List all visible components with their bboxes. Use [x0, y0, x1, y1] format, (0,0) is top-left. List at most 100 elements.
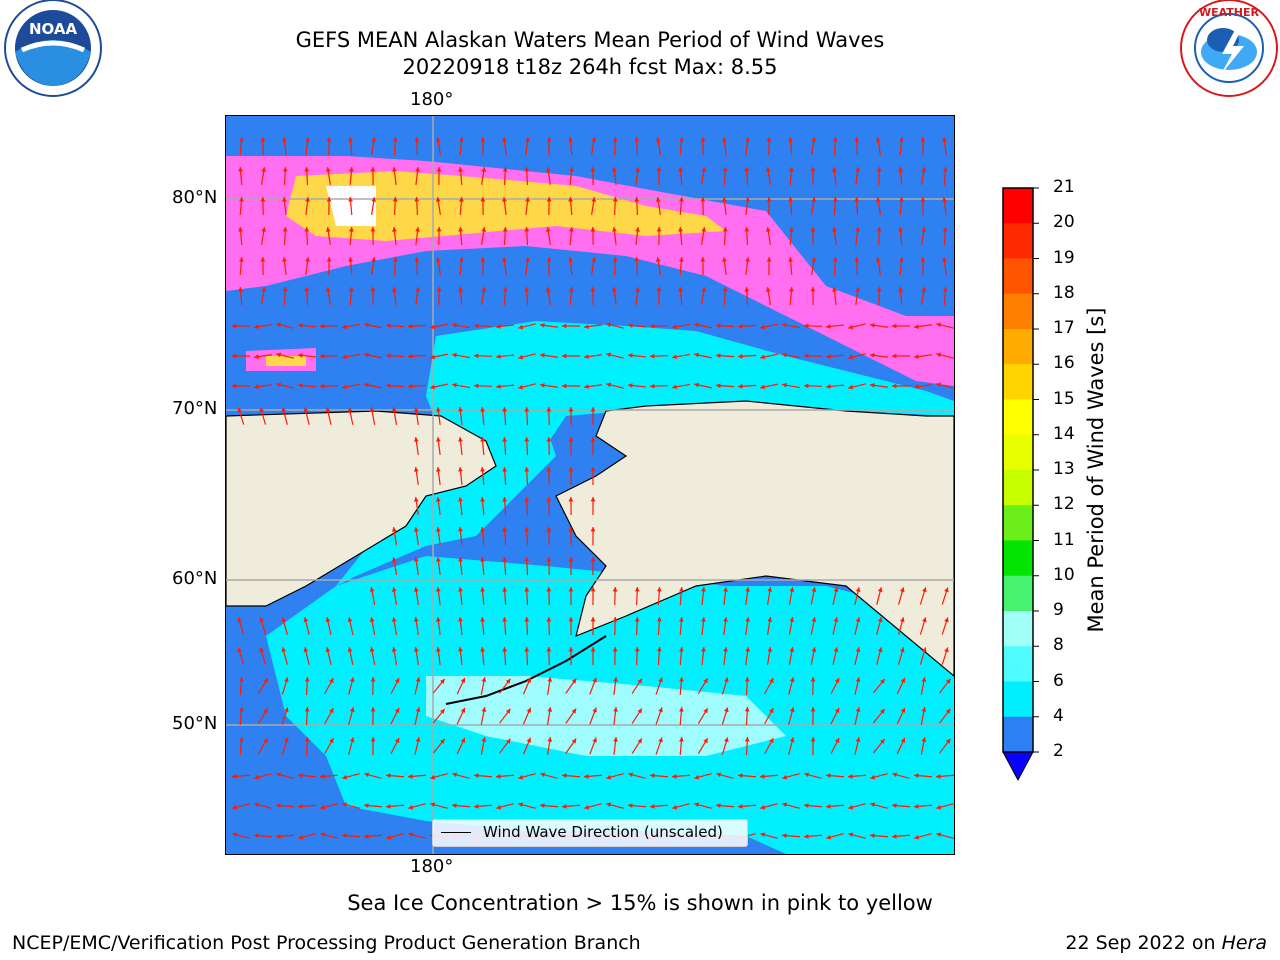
wind-arrow-head [502, 227, 508, 232]
wind-arrow-head [899, 137, 904, 142]
bottom-longitude-label: 180° [410, 856, 454, 877]
wind-arrow-head [584, 804, 590, 810]
wind-arrow-head [415, 287, 420, 292]
wind-arrow-head [524, 467, 530, 472]
wind-arrow-head [545, 287, 551, 292]
wind-arrow-head [612, 257, 618, 262]
wind-arrow-head [480, 497, 485, 502]
wind-arrow-head [392, 287, 397, 292]
wind-arrow-head [303, 407, 309, 413]
wind-arrow-head [628, 353, 633, 358]
wind-arrow-head [833, 647, 839, 653]
wind-arrow-head [855, 617, 861, 623]
wind-arrow-head [568, 467, 574, 472]
wind-arrow-head [744, 737, 750, 742]
colorbar-segment [1003, 188, 1033, 224]
wind-arrow-head [298, 353, 303, 358]
wind-arrow-head [496, 354, 501, 359]
wind-arrow-head [568, 587, 574, 592]
wind-arrow-head [524, 527, 530, 532]
wind-arrow-head [900, 737, 906, 743]
colorbar-tick-label: 4 [1053, 705, 1064, 726]
wind-arrow-head [386, 383, 391, 389]
wind-arrow-head [612, 137, 618, 142]
wind-arrow-head [284, 677, 289, 683]
wind-arrow-head [767, 587, 773, 592]
wind-arrow-head [635, 227, 640, 232]
wind-arrow-head [415, 167, 420, 172]
wind-arrow-head [414, 257, 420, 262]
ocean-light-period-area [426, 676, 786, 756]
wind-arrow-head [899, 617, 905, 623]
wind-arrow-head [232, 774, 237, 779]
wind-arrow-head [936, 322, 942, 328]
wind-arrow-head [364, 322, 369, 328]
wind-arrow-head [458, 497, 463, 502]
colorbar-segment [1003, 434, 1033, 471]
wind-arrow-head [848, 832, 854, 838]
wind-arrow-head [371, 197, 377, 202]
footer-machine: Hera [1221, 932, 1267, 954]
wind-arrow-head [760, 354, 765, 360]
wind-arrow-head [810, 677, 816, 682]
wind-arrow-head [364, 803, 369, 808]
wind-arrow-head [745, 137, 750, 142]
wind-arrow-head [480, 137, 486, 142]
wind-arrow-head [505, 738, 511, 744]
wind-arrow-head [870, 322, 875, 328]
wind-arrow-head [304, 287, 310, 292]
wind-arrow-head [261, 167, 267, 172]
wind-arrow-head [571, 678, 577, 684]
wind-arrow-head [848, 774, 853, 779]
wind-arrow-head [738, 323, 743, 329]
wind-arrow-head [694, 802, 700, 808]
wind-arrow-head [936, 774, 941, 779]
wind-arrow-head [804, 353, 809, 359]
wind-arrow-head [480, 257, 486, 262]
wind-arrow-head [524, 617, 530, 622]
wind-arrow-head [738, 773, 743, 778]
colorbar-tick-label: 2 [1053, 741, 1064, 761]
wind-arrow-head [474, 383, 479, 389]
wind-arrow-head [413, 617, 419, 622]
colorbar-extend-arrow [1002, 751, 1034, 782]
wind-arrow-head [325, 617, 331, 623]
wind-arrow-head [832, 167, 837, 172]
legend-line-swatch [441, 832, 471, 833]
wind-arrow-head [900, 677, 906, 683]
colorbar-segment [1003, 223, 1033, 259]
wind-arrow-head [870, 352, 875, 358]
wind-arrow-head [349, 737, 355, 743]
wind-arrow-head [545, 227, 551, 232]
wind-arrow-head [658, 737, 663, 743]
wind-arrow-head [568, 407, 574, 412]
colorbar [1002, 187, 1039, 782]
wind-arrow-head [282, 227, 288, 232]
wind-arrow-head [284, 707, 289, 713]
colorbar-segment [1003, 681, 1033, 718]
wind-arrow-head [502, 617, 508, 622]
wind-arrow-head [694, 382, 699, 388]
wind-arrow-head [386, 773, 391, 778]
wind-arrow-head [263, 708, 268, 714]
wind-arrow-head [304, 227, 310, 232]
wind-arrow-head [723, 617, 728, 622]
colorbar-segment [1003, 470, 1033, 506]
wind-arrow-head [474, 804, 479, 809]
wind-arrow-head [832, 227, 837, 232]
wind-arrow-head [282, 257, 287, 262]
wind-arrow-head [348, 137, 353, 142]
wind-arrow-head [460, 707, 466, 713]
wind-arrow-head [870, 802, 876, 808]
wind-arrow-head [782, 352, 787, 358]
latitude-label-70: 70°N [172, 398, 218, 419]
wind-arrow-head [789, 707, 795, 713]
wind-arrow-head [284, 737, 289, 743]
wind-arrow-head [304, 677, 310, 682]
wind-arrow-head [875, 197, 881, 202]
wind-arrow-head [260, 257, 266, 262]
wind-arrow-head [502, 407, 508, 412]
wind-arrow-head [305, 137, 310, 142]
wind-arrow-head [700, 257, 706, 262]
wind-arrow-head [694, 352, 699, 358]
